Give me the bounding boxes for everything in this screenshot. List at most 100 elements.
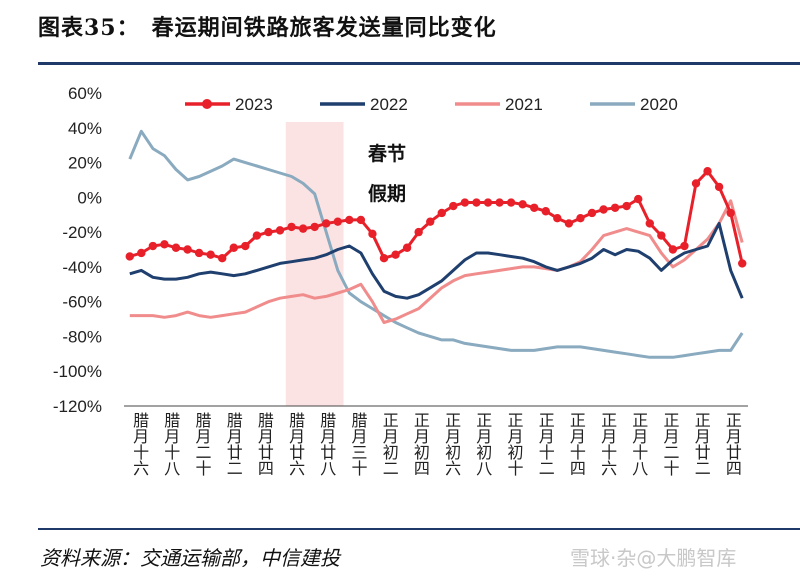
data-point-2023 [379,253,389,263]
y-tick-label: -20% [62,223,102,242]
x-tick-label: 正月十四 [567,412,586,476]
series-line-2020 [128,129,744,359]
data-point-2023 [137,248,146,258]
data-point-2023 [148,241,158,251]
data-point-2023 [680,241,689,251]
legend-label-2023: 2023 [235,95,273,114]
data-point-2023 [275,226,285,235]
holiday-label-line1: 春节 [368,142,406,165]
data-point-2023 [426,217,435,226]
x-tick-label: 腊月廿八 [317,412,336,476]
data-point-2023 [726,208,735,218]
data-point-2023 [460,198,470,207]
data-point-2023 [414,227,423,237]
data-point-2023 [599,205,608,214]
data-point-2023 [576,214,585,223]
data-point-2023 [218,253,227,263]
data-point-2023 [206,250,215,259]
data-point-2023 [391,250,400,259]
x-tick-label: 正月廿二 [692,412,711,476]
data-point-2023 [333,217,342,226]
data-point-2023 [229,243,238,252]
data-point-2023 [171,243,181,252]
x-tick-label: 腊月廿四 [255,412,274,476]
y-tick-label: 60% [68,84,102,103]
data-point-2023 [402,243,412,252]
y-tick-label: 20% [68,154,102,173]
data-point-2023 [472,198,481,207]
data-point-2023 [437,208,446,218]
x-tick-label: 正月十二 [536,412,555,476]
data-point-2023 [287,222,296,232]
y-tick-label: 0% [77,188,102,207]
series-line-2022 [129,221,744,300]
data-point-2023 [368,229,377,239]
data-point-2023 [553,214,562,223]
data-point-2023 [657,231,666,240]
axis-layer: 60% 40% 20% 0% -20% -40% -60% -80% -100% -120% 腊月十… [53,84,748,476]
legend-label-2022: 2022 [370,95,408,114]
y-tick-label: -100% [53,362,102,381]
data-point-2023 [345,215,354,225]
data-point-2023 [622,201,631,211]
data-point-2023 [564,219,574,228]
data-point-2023 [518,200,527,209]
holiday-band [285,122,344,406]
header-rule [38,62,800,65]
x-tick-label: 正月初二 [380,412,399,476]
holiday-label-line2: 假期 [368,182,406,205]
data-point-2023 [668,245,678,254]
data-point-2023 [241,241,250,251]
x-tick-label: 正月二十 [661,412,680,476]
legend: 2023 2022 2021 2020 [185,95,678,114]
x-tick-label: 腊月十八 [161,412,180,476]
source-note: 资料来源：交通运输部，中信建投 [40,546,340,570]
data-point-2023 [541,207,550,216]
x-tick-label: 腊月廿六 [286,412,305,476]
data-point-2023 [310,222,319,232]
data-point-2023 [449,201,458,211]
data-point-2023 [183,245,192,254]
data-point-2023 [634,194,643,204]
x-tick-label: 腊月二十 [193,412,212,476]
x-tick-label: 正月初四 [411,412,430,476]
holiday-band-layer [285,122,344,406]
data-point-2023 [125,252,134,261]
series-line-2023 [129,169,744,264]
y-tick-label: -60% [62,293,102,312]
y-tick-label: 40% [68,119,102,138]
x-tick-label: 正月廿四 [723,412,742,476]
data-point-2023 [252,231,262,240]
data-point-2023 [610,203,620,212]
data-point-2023 [194,248,204,258]
data-point-2023 [703,167,712,176]
data-point-2023 [483,198,493,207]
x-tick-label: 腊月三十 [349,412,368,476]
legend-marker-2023 [202,99,212,109]
x-tick-label: 腊月廿二 [224,412,243,476]
data-point-2023 [714,182,724,192]
data-point-2023 [530,203,539,212]
y-tick-label: -120% [53,397,102,416]
watermark: 雪球·杂@大鹏智库 [570,546,737,570]
footer-rule [38,528,800,530]
y-tick-label: -40% [62,258,102,277]
data-point-2023 [738,259,747,268]
series-layer [125,129,747,359]
data-point-2023 [587,208,597,218]
x-tick-label: 正月十六 [598,412,617,476]
x-tick-label: 正月初八 [473,412,492,476]
x-tick-label: 正月初十 [505,412,524,476]
chart-title: 图表35： 春运期间铁路旅客发送量同比变化 [38,15,497,41]
legend-label-2021: 2021 [505,95,543,114]
x-tick-label: 正月十八 [629,412,648,476]
data-point-2023 [495,198,504,207]
data-point-2023 [356,215,366,225]
data-point-2023 [691,179,701,188]
series-line-2021 [129,199,744,324]
x-tick-label: 正月初六 [442,412,461,476]
data-point-2023 [298,224,308,233]
y-tick-label: -80% [62,327,102,346]
legend-label-2020: 2020 [640,95,678,114]
line-chart: 60% 40% 20% 0% -20% -40% -60% -80% -100% -120% 腊月十… [53,84,748,476]
